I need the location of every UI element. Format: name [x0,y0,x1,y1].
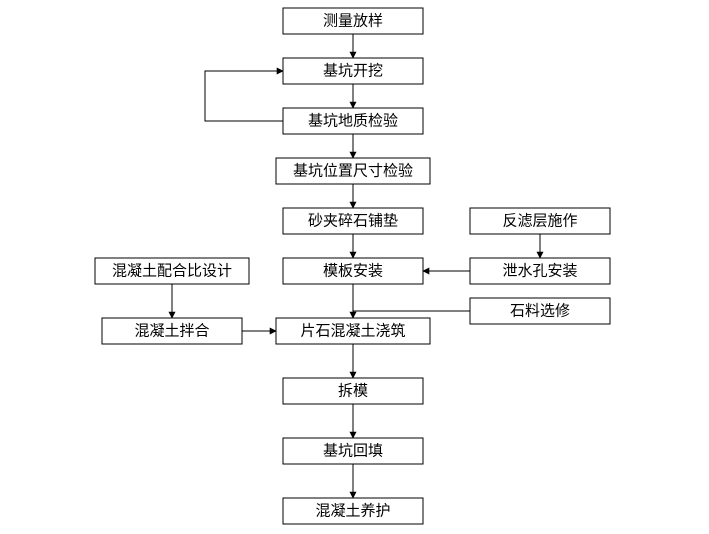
node-label: 基坑开挖 [323,62,383,79]
node-label: 基坑地质检验 [308,112,398,129]
node-n3: 基坑地质检验 [283,108,423,134]
node-n9: 基坑回填 [283,438,423,464]
node-n5: 砂夹碎石铺垫 [283,208,423,234]
node-label: 反滤层施作 [502,212,577,229]
node-label: 混凝土养护 [315,502,390,519]
node-nR2: 泄水孔安装 [470,258,610,284]
node-label: 基坑回填 [323,442,383,459]
node-nL1: 混凝土配合比设计 [95,258,249,284]
node-label: 模板安装 [323,261,383,279]
node-label: 测量放样 [323,12,383,29]
node-label: 片石混凝土浇筑 [300,322,405,339]
node-n7: 片石混凝土浇筑 [276,318,430,344]
node-label: 混凝土拌合 [134,322,209,339]
node-n6: 模板安装 [283,258,423,284]
node-label: 基坑位置尺寸检验 [293,162,413,179]
node-label: 砂夹碎石铺垫 [308,212,398,229]
node-n8: 拆模 [283,378,423,404]
node-label: 石料选修 [510,302,570,319]
node-n10: 混凝土养护 [283,498,423,524]
node-n1: 测量放样 [283,8,423,34]
node-nR1: 反滤层施作 [470,208,610,234]
node-label: 泄水孔安装 [502,262,577,279]
node-label: 混凝土配合比设计 [112,262,232,279]
node-nR3: 石料选修 [470,298,610,324]
node-label: 拆模 [338,382,368,399]
node-n2: 基坑开挖 [283,58,423,84]
edge-n3-n2 [205,71,283,121]
node-n4: 基坑位置尺寸检验 [276,158,430,184]
node-nL2: 混凝土拌合 [102,318,242,344]
